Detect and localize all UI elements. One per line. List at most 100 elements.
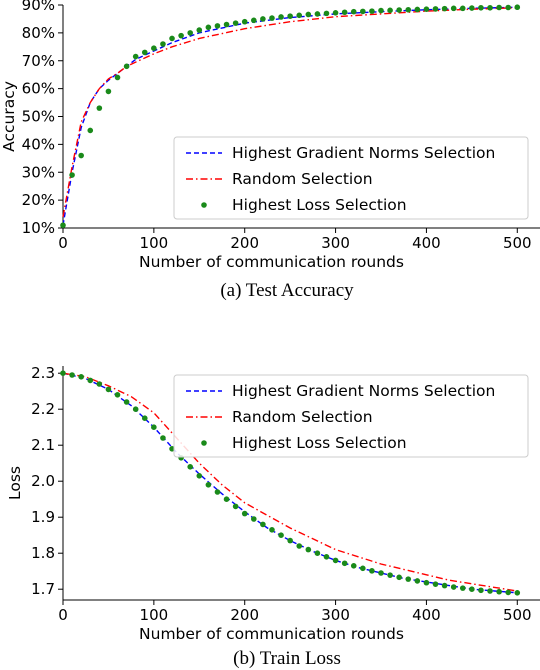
y-tick-label: 2.3 [31, 364, 55, 382]
data-point [260, 521, 266, 528]
data-point [450, 584, 457, 590]
data-point [378, 570, 384, 576]
x-tick-label: 400 [412, 234, 441, 252]
data-point [223, 496, 230, 503]
y-tick-label: 20% [22, 191, 55, 209]
data-point [405, 576, 412, 582]
data-point [505, 589, 512, 596]
legend-label: Highest Gradient Norms Selection [232, 144, 495, 162]
data-point [287, 13, 293, 19]
data-point [369, 568, 375, 574]
legend-marker [201, 440, 207, 446]
x-tick-label: 300 [321, 606, 350, 624]
y-tick-label: 40% [22, 135, 55, 153]
data-point [251, 17, 257, 24]
x-axis-label: Number of communication rounds [139, 253, 404, 271]
data-point [287, 537, 293, 544]
x-tick-label: 300 [321, 234, 350, 252]
data-point [232, 503, 239, 510]
chart-caption: (b) Train Loss [233, 648, 341, 669]
data-point [314, 550, 321, 556]
series-line [62, 7, 518, 217]
data-point [123, 63, 130, 70]
data-point [432, 581, 439, 587]
data-point [459, 585, 466, 591]
data-point [223, 21, 230, 28]
data-point [187, 464, 193, 470]
legend-label: Random Selection [232, 170, 373, 188]
data-point [414, 578, 421, 584]
data-point [87, 127, 94, 134]
data-point [450, 5, 457, 12]
x-tick-label: 0 [58, 234, 68, 252]
data-point [323, 554, 330, 560]
y-tick-label: 2.1 [31, 436, 55, 454]
y-tick-label: 70% [22, 52, 55, 70]
y-tick-label: 90% [22, 0, 55, 14]
data-point [169, 35, 175, 42]
data-point [269, 15, 275, 21]
data-point [105, 88, 112, 95]
data-point [296, 543, 303, 549]
data-point [441, 582, 448, 589]
y-tick-label: 30% [22, 163, 55, 181]
data-point [514, 590, 521, 596]
data-point [205, 24, 212, 31]
y-tick-label: 1.8 [31, 544, 55, 562]
data-point [132, 406, 139, 413]
data-point [260, 16, 266, 22]
legend-label: Highest Gradient Norms Selection [232, 382, 495, 400]
data-point [278, 14, 284, 20]
data-point [60, 222, 66, 229]
data-point [205, 482, 212, 488]
legend-label: Random Selection [232, 408, 373, 426]
x-axis-label: Number of communication rounds [139, 625, 404, 643]
data-point [96, 105, 103, 111]
test-accuracy-chart: (a) Test Accuracy 0 100 200 300 400 500 10% 20%… [0, 0, 540, 301]
data-point [196, 473, 203, 479]
data-point [151, 424, 157, 431]
y-tick-label: 1.7 [31, 580, 55, 598]
data-point [169, 446, 175, 452]
x-tick-label: 400 [412, 606, 441, 624]
data-point [105, 386, 112, 393]
data-point [196, 27, 203, 33]
data-point [478, 4, 484, 11]
data-point [369, 8, 375, 14]
data-point [141, 415, 148, 422]
data-point [423, 6, 430, 12]
series-line [62, 372, 518, 594]
legend-marker [201, 202, 207, 208]
data-point [405, 6, 412, 13]
x-tick-label: 500 [503, 234, 532, 252]
data-point [123, 399, 130, 405]
data-point [396, 7, 402, 13]
legend-box [173, 136, 529, 220]
data-point [469, 5, 475, 11]
data-point [496, 4, 502, 11]
legend-label: Highest Loss Selection [232, 196, 407, 214]
x-tick-label: 0 [58, 606, 68, 624]
data-point [141, 49, 148, 56]
data-point [332, 10, 339, 16]
data-point [96, 381, 103, 387]
data-point [514, 4, 521, 11]
y-tick-label: 10% [22, 219, 55, 237]
data-point [378, 7, 384, 14]
data-point [478, 587, 484, 594]
data-point [151, 45, 157, 52]
data-point [360, 565, 366, 572]
series-line [62, 372, 518, 592]
data-point [60, 370, 66, 377]
data-point [305, 11, 312, 18]
data-point [160, 41, 166, 47]
data-point [114, 392, 121, 398]
data-point [69, 372, 75, 378]
y-tick-label: 2.2 [31, 400, 55, 418]
data-point [114, 74, 121, 81]
data-point [387, 572, 393, 578]
data-point [78, 374, 84, 380]
data-point [269, 527, 275, 533]
data-point [496, 588, 502, 595]
data-point [469, 586, 475, 592]
